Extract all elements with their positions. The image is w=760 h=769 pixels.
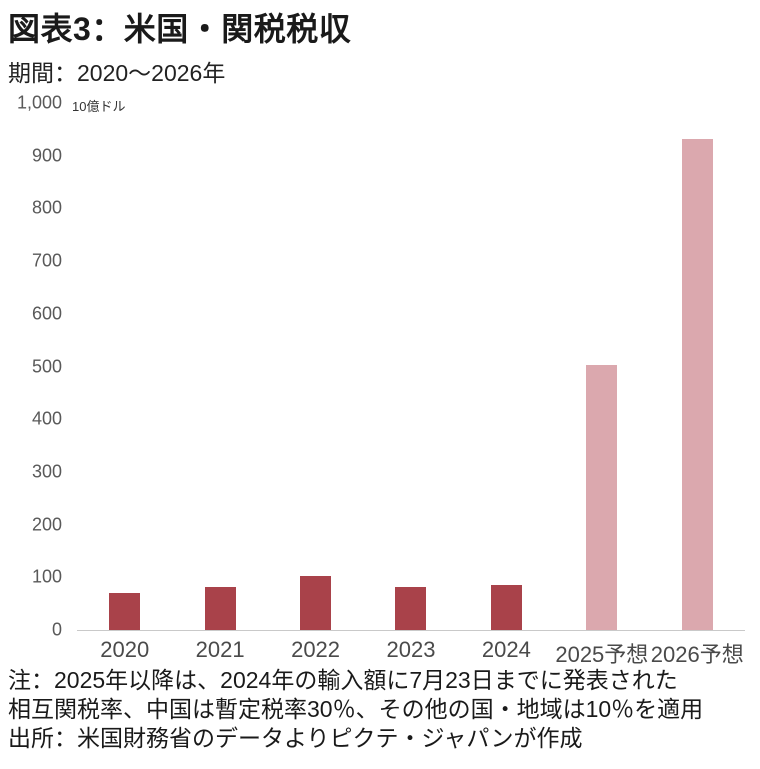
note-line: 相互関税率、中国は暫定税率30％、その他の国・地域は10％を適用 xyxy=(8,696,704,722)
chart-title: 図表3：米国・関税税収 xyxy=(8,11,352,47)
note-line: 出所：米国財務省のデータよりピクテ・ジャパンが作成 xyxy=(8,725,583,751)
y-tick-label: 200 xyxy=(31,514,62,535)
bar-2022 xyxy=(300,576,332,630)
bar-2020 xyxy=(109,593,141,630)
x-axis-label: 2022 xyxy=(291,637,341,662)
y-axis-unit-label: 10億ドル xyxy=(72,99,126,114)
plot-area xyxy=(77,103,745,631)
x-axis-label: 2020 xyxy=(100,637,150,662)
bar-column xyxy=(268,103,363,630)
bar-2025予想 xyxy=(586,365,618,630)
bar-column xyxy=(77,103,172,630)
y-tick-label: 900 xyxy=(31,145,62,166)
y-tick-label: 1,000 xyxy=(16,92,62,113)
y-tick-label: 300 xyxy=(31,461,62,482)
y-tick-label: 600 xyxy=(31,303,62,324)
x-axis: 2020 2021 2022 2023 2024 2025予想 2026予想 xyxy=(77,637,745,669)
bar-column xyxy=(363,103,458,630)
y-tick-label: 0 xyxy=(51,619,62,640)
chart-subtitle: 期間：2020～2026年 xyxy=(8,60,226,86)
y-tick-label: 800 xyxy=(31,197,62,218)
bar-2021 xyxy=(204,587,236,630)
y-tick-label: 400 xyxy=(31,408,62,429)
x-axis-label: 2023 xyxy=(386,637,436,662)
bar-2024 xyxy=(490,585,522,630)
x-axis-label: 2026予想 xyxy=(650,642,744,667)
note-line: 注：2025年以降は、2024年の輸入額に7月23日までに発表された xyxy=(8,667,678,693)
bar-2026予想 xyxy=(681,139,713,630)
x-axis-label: 2021 xyxy=(195,637,245,662)
bar-column xyxy=(554,103,649,630)
bar-column xyxy=(650,103,745,630)
y-tick-label: 700 xyxy=(31,250,62,271)
bar-column xyxy=(459,103,554,630)
chart-notes: 注：2025年以降は、2024年の輸入額に7月23日までに発表された 相互関税率、… xyxy=(8,666,756,753)
x-axis-label: 2025予想 xyxy=(555,642,649,667)
y-tick-label: 500 xyxy=(31,356,62,376)
y-axis: 0 100 200 300 400 500 600 700 800 900 1,000 xyxy=(0,93,62,640)
x-axis-label: 2024 xyxy=(481,637,531,662)
y-tick-label: 100 xyxy=(31,566,62,587)
bar-2023 xyxy=(395,587,427,630)
bar-column xyxy=(172,103,267,630)
